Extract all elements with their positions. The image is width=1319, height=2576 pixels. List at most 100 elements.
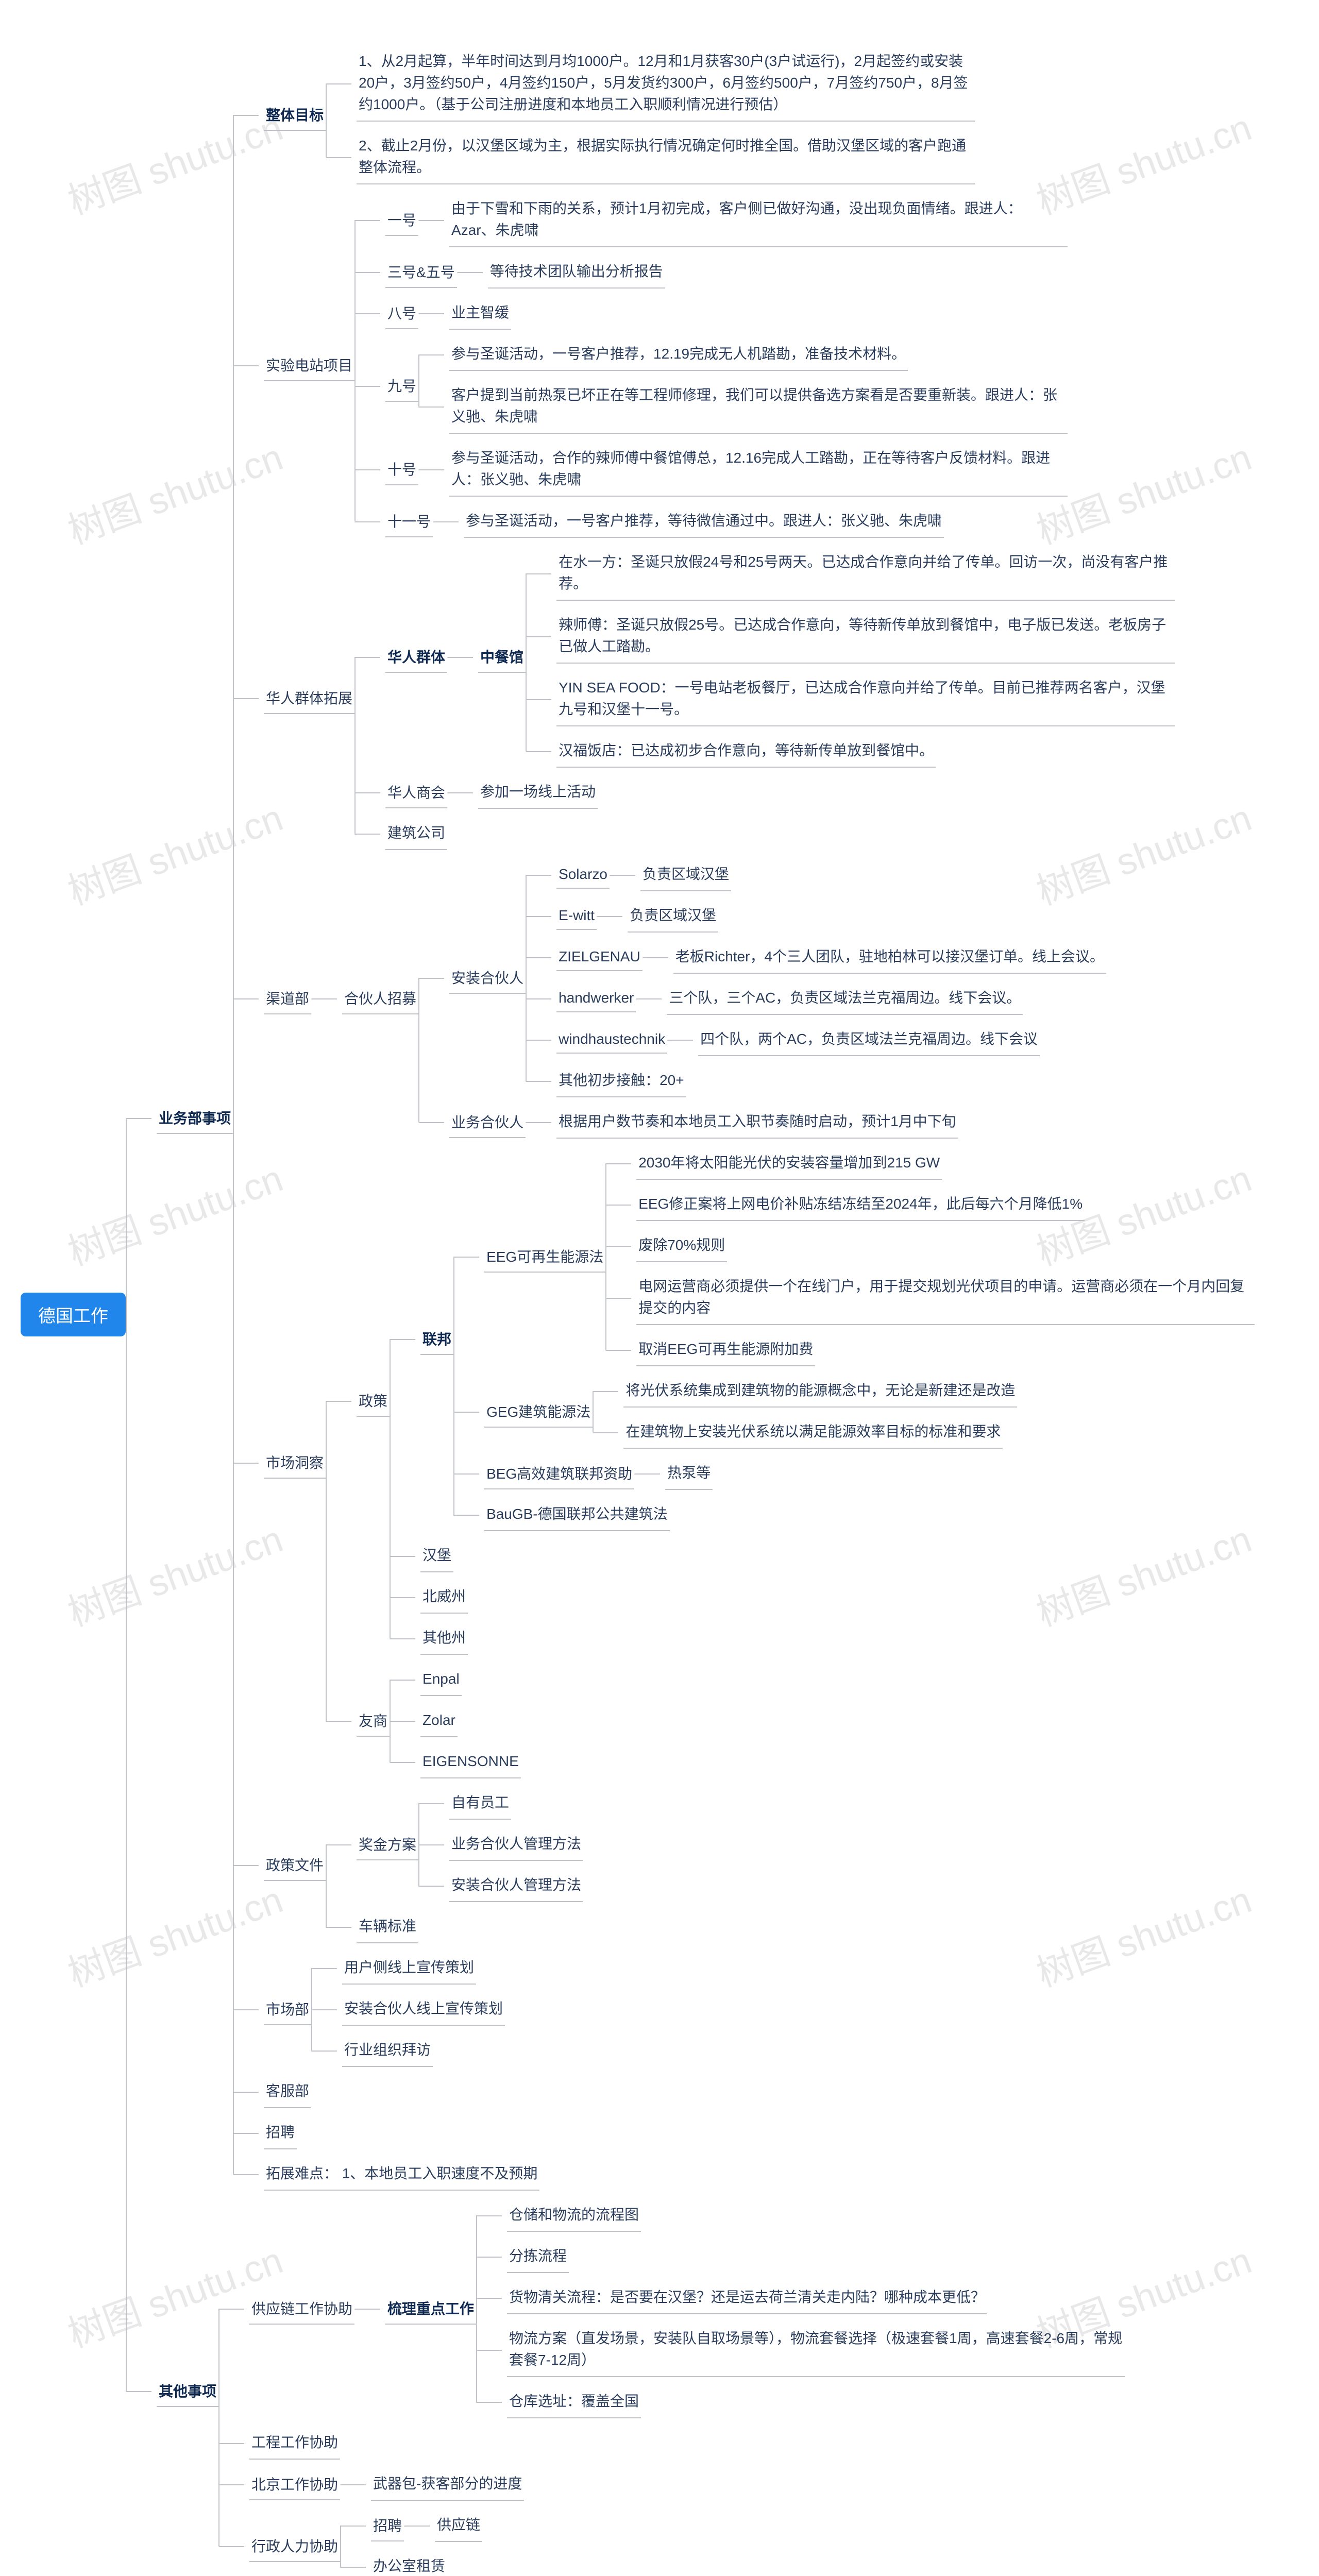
tree-item: 2、截止2月份，以汉堡区域为主，根据实际执行情况确定何时推全国。借助汉堡区域的客…: [326, 126, 975, 189]
tree-node[interactable]: 行政人力协助: [249, 2530, 340, 2562]
tree-node[interactable]: 八号: [385, 297, 418, 329]
node-row: 三号&五号等待技术团队输出分析报告: [385, 251, 665, 293]
node-row: 八号业主智缓: [385, 293, 511, 334]
tree-item: 在水一方：圣诞只放假24号和25号两天。已达成合作意向并给了传单。回访一次，尚没…: [526, 542, 1175, 605]
tree-item: 十一号参与圣诞活动，一号客户推荐，等待微信通过中。跟进人：张义驰、朱虎啸: [354, 501, 1068, 542]
tree-node[interactable]: 梳理重点工作: [385, 2293, 476, 2325]
tree-node[interactable]: 九号: [385, 370, 418, 402]
tree-node[interactable]: 联邦: [420, 1323, 453, 1355]
tree-item: 北京工作协助武器包-获客部分的进度: [218, 2464, 1125, 2505]
tree-node[interactable]: 整体目标: [264, 99, 326, 131]
tree-item: 业务合伙人根据用户数节奏和本地员工入职节奏随时启动，预计1月中下旬: [418, 1101, 1106, 1143]
tree-item: 其他初步接触：20+: [526, 1060, 1106, 1101]
tree-leaf: 负责区域汉堡: [628, 900, 718, 933]
tree-node[interactable]: 招聘: [371, 2510, 404, 2541]
tree-node[interactable]: 友商: [357, 1705, 390, 1737]
node-row: Zolar: [420, 1700, 458, 1741]
tree-item: 废除70%规则: [605, 1225, 1255, 1266]
tree-item: 由于下雪和下雨的关系，预计1月初完成，客户侧已做好沟通，没出现负面情绪。跟进人：…: [418, 189, 1068, 251]
node-row: 根据用户数节奏和本地员工入职节奏随时启动，预计1月中下旬: [556, 1101, 958, 1143]
tree-item: 热泵等: [634, 1453, 713, 1494]
tree-node[interactable]: Solarzo: [556, 861, 610, 889]
tree-item: 老板Richter，4个三人团队，驻地柏林可以接汉堡订单。线上会议。: [642, 937, 1106, 978]
node-row: 负责区域汉堡: [628, 895, 718, 937]
tree-node[interactable]: 十号: [385, 453, 418, 485]
tree-node[interactable]: 合伙人招募: [342, 982, 418, 1014]
node-row: 行业组织拜访: [342, 2030, 433, 2071]
tree-leaf: 行业组织拜访: [342, 2034, 433, 2067]
tree-node[interactable]: 十一号: [385, 505, 433, 537]
tree-leaf: 三个队，三个AC，负责区域法兰克福周边。线下会议。: [667, 982, 1023, 1015]
node-row: 由于下雪和下雨的关系，预计1月初完成，客户侧已做好沟通，没出现负面情绪。跟进人：…: [449, 189, 1068, 251]
tree-node[interactable]: E-witt: [556, 902, 597, 930]
tree-node[interactable]: 一号: [385, 204, 418, 236]
tree-node[interactable]: 市场部: [264, 1993, 311, 2025]
tree-leaf: 热泵等: [665, 1457, 713, 1490]
tree-node[interactable]: handwerker: [556, 985, 636, 1012]
tree-item: 政策联邦 EEG可再生能源法 2030年将太阳能光伏的安装容量增加到215 GW EE…: [326, 1143, 1255, 1659]
tree-node[interactable]: 中餐馆: [478, 641, 526, 673]
tree-node[interactable]: 政策: [357, 1385, 390, 1417]
branch-level-6: 热泵等: [634, 1453, 713, 1494]
tree-node[interactable]: EEG可再生能源法: [484, 1241, 605, 1273]
node-row: EIGENSONNE: [420, 1741, 521, 1783]
tree-leaf: 参与圣诞活动，一号客户推荐，12.19完成无人机踏勘，准备技术材料。: [449, 338, 908, 371]
tree-node[interactable]: 北京工作协助: [249, 2468, 340, 2500]
node-row: 辣师傅：圣诞只放假25号。已达成合作意向，等待新传单放到餐馆中，电子版已发送。老…: [556, 605, 1175, 668]
tree-item: 参与圣诞活动，合作的辣师傅中餐馆傅总，12.16完成人工踏勘，正在等待客户反馈材…: [418, 438, 1068, 501]
tree-item: 工程工作协助: [218, 2422, 1125, 2464]
tree-item: Enpal: [390, 1659, 521, 1700]
tree-item: 用户侧线上宣传策划: [311, 1947, 505, 1989]
node-row: 业务部事项整体目标1、从2月起算，半年时间达到月均1000户。12月和1月获客3…: [157, 41, 1255, 2195]
tree-item: 根据用户数节奏和本地员工入职节奏随时启动，预计1月中下旬: [526, 1101, 958, 1143]
tree-node[interactable]: 安装合伙人: [449, 962, 526, 994]
tree-node[interactable]: 业务合伙人: [449, 1106, 526, 1138]
tree-leaf: 等待技术团队输出分析报告: [488, 256, 665, 289]
node-row: 建筑公司: [385, 813, 447, 854]
node-row: 拓展难点： 1、本地员工入职速度不及预期: [264, 2154, 539, 2195]
tree-node[interactable]: 渠道部: [264, 982, 311, 1014]
tree-leaf: 业务合伙人管理方法: [449, 1828, 583, 1861]
tree-node[interactable]: windhaustechnik: [556, 1026, 667, 1054]
tree-item: ZIELGENAU老板Richter，4个三人团队，驻地柏林可以接汉堡订单。线上…: [526, 937, 1106, 978]
tree-node[interactable]: ZIELGENAU: [556, 943, 642, 971]
tree-leaf: 废除70%规则: [636, 1229, 727, 1262]
tree-item: EEG修正案将上网电价补贴冻结冻结至2024年，此后每六个月降低1%: [605, 1184, 1255, 1225]
tree-node[interactable]: 华人商会: [385, 776, 447, 808]
tree-item: 取消EEG可再生能源附加费: [605, 1329, 1255, 1370]
node-row: 一号由于下雪和下雨的关系，预计1月初完成，客户侧已做好沟通，没出现负面情绪。跟进…: [385, 189, 1068, 251]
branch-level-3: 招聘供应链办公室租赁: [340, 2505, 482, 2576]
tree-item: 业务合伙人管理方法: [418, 1824, 583, 1865]
tree-leaf: 北威州: [420, 1581, 468, 1614]
tree-leaf: 武器包-获客部分的进度: [371, 2468, 524, 2501]
node-row: 合伙人招募安装合伙人Solarzo负责区域汉堡E-witt负责区域汉堡ZIELG…: [342, 854, 1106, 1143]
tree-item: 货物清关流程：是否要在汉堡？还是运去荷兰清关走内陆？哪种成本更低？: [476, 2277, 1125, 2318]
node-row: 汉堡: [420, 1535, 453, 1577]
tree-node[interactable]: GEG建筑能源法: [484, 1396, 593, 1428]
tree-node[interactable]: 市场洞察: [264, 1447, 326, 1479]
tree-item: BEG高效建筑联邦资助热泵等: [453, 1453, 1255, 1494]
tree-node[interactable]: 业务部事项: [157, 1102, 233, 1134]
node-row: 2、截止2月份，以汉堡区域为主，根据实际执行情况确定何时推全国。借助汉堡区域的客…: [357, 126, 975, 189]
tree-node[interactable]: 三号&五号: [385, 256, 457, 288]
branch-level-2: 整体目标1、从2月起算，半年时间达到月均1000户。12月和1月获客30户(3户…: [233, 41, 1255, 2195]
tree-item: windhaustechnik 四个队，两个AC，负责区域法兰克福周边。线下会议: [526, 1019, 1106, 1060]
tree-leaf: 办公室租赁: [371, 2550, 447, 2576]
node-row: 办公室租赁: [371, 2546, 447, 2576]
tree-node[interactable]: 供应链工作协助: [249, 2293, 354, 2325]
tree-node[interactable]: 实验电站项目: [264, 349, 354, 381]
tree-leaf: 2030年将太阳能光伏的安装容量增加到215 GW: [636, 1147, 942, 1180]
tree-leaf: 四个队，两个AC，负责区域法兰克福周边。线下会议: [698, 1023, 1040, 1056]
node-row: 华人群体中餐馆 在水一方：圣诞只放假24号和25号两天。已达成合作意向并给了传单。…: [385, 542, 1175, 772]
branch-level-3: 政策联邦 EEG可再生能源法 2030年将太阳能光伏的安装容量增加到215 GW EE…: [326, 1143, 1255, 1783]
tree-node[interactable]: 华人群体: [385, 641, 447, 673]
tree-node[interactable]: 华人群体拓展: [264, 682, 354, 714]
tree-node[interactable]: 其他事项: [157, 2375, 218, 2407]
tree-node[interactable]: 政策文件: [264, 1849, 326, 1881]
tree-node[interactable]: 奖金方案: [357, 1828, 418, 1860]
tree-leaf: 自有员工: [449, 1787, 511, 1820]
root-node[interactable]: 德国工作: [21, 1293, 126, 1336]
tree-item: 安装合伙人Solarzo负责区域汉堡E-witt负责区域汉堡ZIELGENAU老…: [418, 854, 1106, 1101]
tree-item: 分拣流程: [476, 2236, 1125, 2277]
tree-node[interactable]: BEG高效建筑联邦资助: [484, 1458, 634, 1489]
